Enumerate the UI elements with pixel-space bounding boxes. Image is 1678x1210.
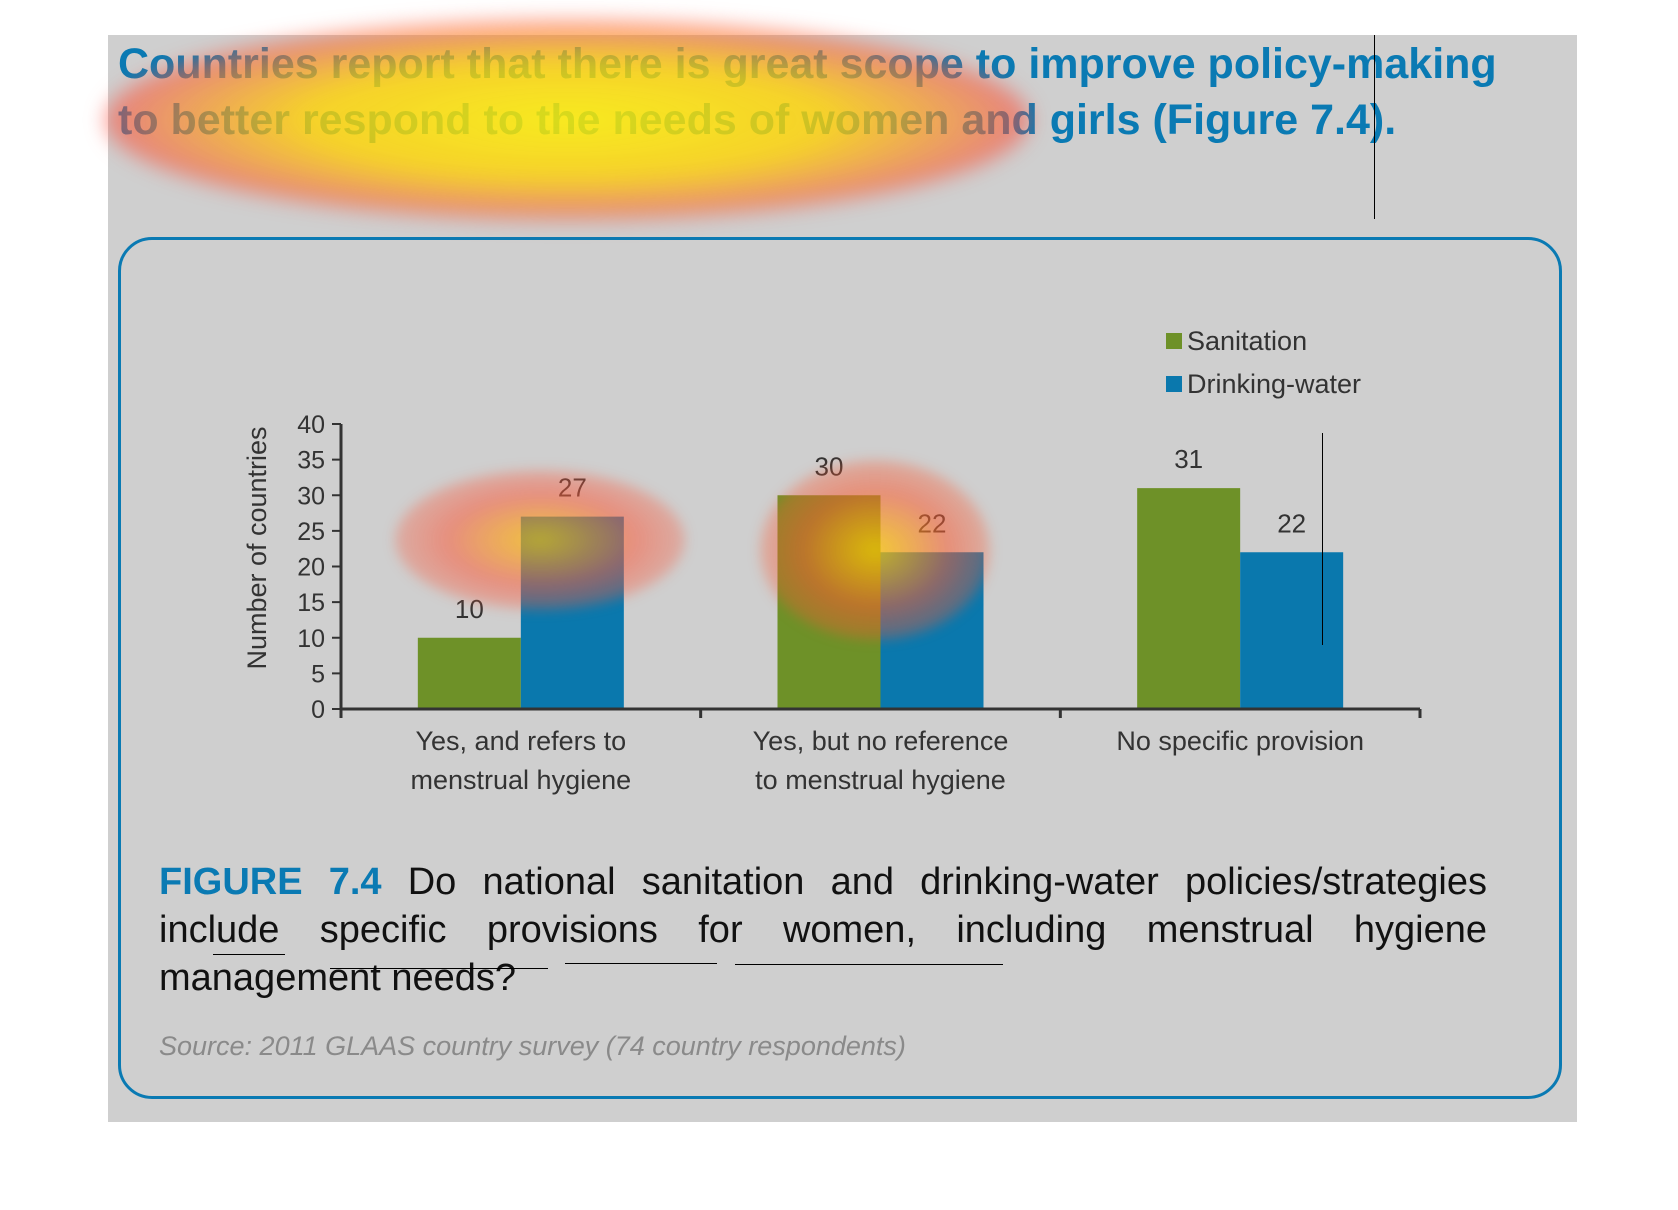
bar-sanitation-3	[1137, 488, 1241, 709]
y-tick-label: 15	[297, 589, 325, 617]
y-tick-label: 10	[297, 625, 325, 653]
legend-entry: Drinking-water	[1187, 369, 1361, 399]
annotation-stroke	[1374, 35, 1375, 219]
x-tick-label: menstrual hygiene	[411, 765, 632, 795]
bar-sanitation-2	[777, 495, 881, 709]
chart-axes: 0 5 10 15 20 25 30 35 40 Number of countries	[242, 411, 1422, 724]
y-tick-label: 25	[297, 518, 325, 546]
y-tick-label: 5	[311, 660, 325, 688]
data-label: 27	[558, 473, 587, 503]
y-tick-label: 20	[297, 554, 325, 582]
data-label: 31	[1174, 444, 1203, 474]
annotation-stroke	[213, 954, 285, 955]
bar-drinking-water-3	[1240, 552, 1344, 709]
data-label: 22	[1277, 508, 1306, 538]
chart-bars	[417, 488, 1344, 709]
x-tick-label: Yes, and refers to	[416, 726, 627, 756]
y-tick-label: 40	[297, 411, 325, 439]
source-note: Source: 2011 GLAAS country survey (74 co…	[159, 1031, 906, 1061]
x-tick-label: No specific provision	[1116, 726, 1364, 756]
chart-legend: Sanitation Drinking-water	[1166, 326, 1361, 399]
data-label: 22	[918, 508, 947, 538]
figure-caption: FIGURE 7.4 Do national sanitation and dr…	[159, 858, 1487, 1002]
y-tick-label: 0	[311, 696, 325, 724]
annotation-stroke	[1322, 433, 1323, 645]
annotation-stroke	[565, 963, 717, 964]
figure-card	[118, 237, 1562, 1099]
annotation-stroke	[735, 964, 1003, 965]
x-tick-label: to menstrual hygiene	[755, 765, 1006, 795]
data-label: 30	[815, 451, 844, 481]
annotation-stroke	[330, 968, 548, 969]
bar-drinking-water-1	[520, 516, 624, 709]
y-tick-label: 30	[297, 482, 325, 510]
data-label: 10	[455, 594, 484, 624]
legend-entry: Sanitation	[1187, 326, 1307, 356]
bar-sanitation-1	[417, 637, 521, 709]
figure-caption-text: Do national sanitation and drinking-wate…	[159, 861, 1487, 999]
bar-drinking-water-2	[880, 552, 984, 709]
legend-swatch	[1166, 376, 1182, 392]
legend-swatch	[1166, 333, 1182, 349]
figure-label: FIGURE 7.4	[159, 861, 382, 903]
x-tick-label: Yes, but no reference	[753, 726, 1009, 756]
y-axis-title: Number of countries	[242, 426, 272, 669]
y-tick-label: 35	[297, 447, 325, 475]
